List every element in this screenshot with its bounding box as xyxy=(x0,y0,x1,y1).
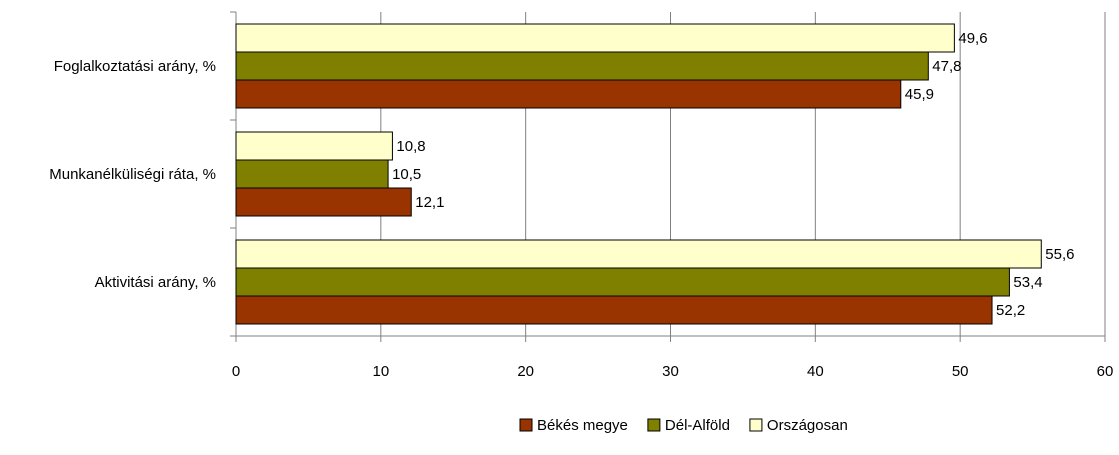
legend-swatch xyxy=(647,418,661,432)
data-label: 53,4 xyxy=(1013,274,1042,291)
data-label: 10,5 xyxy=(392,166,421,183)
data-label: 52,2 xyxy=(996,302,1025,319)
bar[interactable] xyxy=(235,131,393,161)
x-tick-label: 30 xyxy=(662,363,679,380)
legend-label: Dél-Alföld xyxy=(665,417,730,434)
category-label: Aktivitási arány, % xyxy=(95,274,216,291)
data-label: 49,6 xyxy=(958,30,987,47)
legend-label: Békés megye xyxy=(537,417,628,434)
bar[interactable] xyxy=(235,23,955,53)
bar[interactable] xyxy=(235,159,389,189)
bar[interactable] xyxy=(235,187,412,217)
category-label: Munkanélküliségi ráta, % xyxy=(49,166,216,183)
data-label: 10,8 xyxy=(396,138,425,155)
x-tick-label: 10 xyxy=(372,363,389,380)
legend-label: Országosan xyxy=(767,417,848,434)
x-tick-label: 0 xyxy=(232,363,240,380)
x-tick-label: 40 xyxy=(807,363,824,380)
legend-swatch xyxy=(519,418,533,432)
data-label: 47,8 xyxy=(932,58,961,75)
bar[interactable] xyxy=(235,295,993,325)
category-label: Foglalkoztatási arány, % xyxy=(54,58,216,75)
bar[interactable] xyxy=(235,51,929,81)
x-tick-label: 50 xyxy=(952,363,969,380)
bar[interactable] xyxy=(235,79,902,109)
bar[interactable] xyxy=(235,239,1042,269)
bar[interactable] xyxy=(235,267,1010,297)
legend-swatch xyxy=(749,418,763,432)
x-tick-label: 60 xyxy=(1097,363,1114,380)
data-label: 45,9 xyxy=(905,86,934,103)
data-label: 12,1 xyxy=(415,194,444,211)
data-label: 55,6 xyxy=(1045,246,1074,263)
x-tick-label: 20 xyxy=(517,363,534,380)
